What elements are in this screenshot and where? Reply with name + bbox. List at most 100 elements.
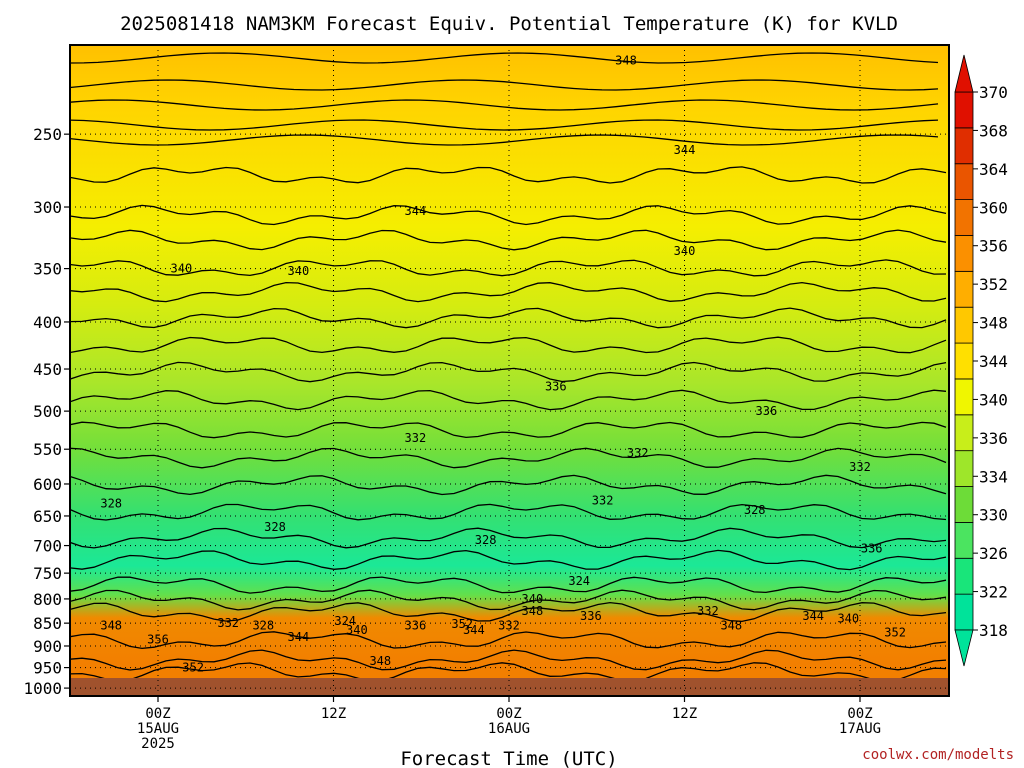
contour-label: 344 (674, 143, 696, 157)
contour-line (70, 99, 939, 111)
colorbar-swatch (954, 127, 974, 165)
contour-line (70, 134, 939, 146)
y-tick-label: 850 (33, 614, 62, 633)
colorbar-swatch (954, 163, 974, 201)
y-tick-label: 900 (33, 637, 62, 656)
contour-line (70, 527, 947, 549)
y-tick-label: 300 (33, 198, 62, 217)
contour-label: 356 (147, 632, 169, 646)
contour-line (70, 229, 947, 251)
colorbar-swatch (954, 557, 974, 595)
contour-line (70, 204, 947, 226)
contour-line (70, 166, 947, 184)
y-axis: 250 300 350 400 450 500 550 600 650 700 750 800 850 9… (23, 125, 70, 698)
contour-label: 332 (217, 616, 239, 630)
colorbar-swatch (954, 342, 974, 380)
y-tick-label: 750 (33, 564, 62, 583)
y-tick-label: 800 (33, 590, 62, 609)
colorbar-swatch (954, 593, 974, 631)
contour-label: 328 (252, 618, 274, 632)
contour-label: 328 (744, 503, 766, 517)
x-tick-label: 00Z (496, 706, 521, 722)
colorbar-label: 352 (979, 275, 1008, 294)
contour-line (70, 361, 947, 383)
contour-label: 332 (498, 618, 520, 632)
contour-label: 348 (100, 618, 122, 632)
contour-label: 336 (405, 618, 427, 632)
contour-label: 328 (100, 496, 122, 510)
colorbar: 318 322 326 330 334 336 340 344 348 352 356 360 364 3… (954, 54, 1008, 667)
colorbar-swatch (954, 235, 974, 272)
colorbar-label: 326 (979, 544, 1008, 563)
contour-label: 324 (568, 574, 590, 588)
contour-label: 352 (884, 625, 906, 639)
contour-label: 340 (346, 623, 368, 637)
colorbar-label: 336 (979, 429, 1008, 448)
y-tick-label: 950 (33, 659, 62, 678)
contour-label: 332 (849, 460, 871, 474)
contour-label: 328 (264, 520, 286, 534)
y-tick-label: 450 (33, 360, 62, 379)
contour-label: 340 (171, 262, 193, 276)
contour-line (70, 119, 939, 131)
contour-label: 332 (697, 604, 719, 618)
colorbar-label: 340 (979, 390, 1008, 409)
contour-line (70, 576, 947, 594)
contour-line (70, 421, 947, 439)
colorbar-label: 348 (979, 314, 1008, 333)
contour-label: 328 (475, 533, 497, 547)
colorbar-swatch (954, 306, 974, 344)
contour-label: 336 (756, 404, 778, 418)
contour-line (70, 631, 947, 650)
colorbar-label: 368 (979, 121, 1008, 140)
x-tick-label: 12Z (672, 706, 697, 722)
colorbar-label: 334 (979, 467, 1008, 486)
y-tick-label: 500 (33, 402, 62, 421)
y-tick-label: 400 (33, 313, 62, 332)
x-tick-label: 16AUG (488, 721, 530, 737)
contour-label: 332 (592, 493, 614, 507)
colorbar-swatch (954, 199, 974, 236)
y-tick-label: 350 (33, 260, 62, 279)
y-tick-label: 650 (33, 507, 62, 526)
contour-line (70, 649, 947, 671)
contour-line (70, 307, 947, 329)
contour-label: 344 (405, 204, 427, 218)
x-tick-label: 12Z (321, 706, 346, 722)
contour-line (70, 447, 947, 469)
colorbar-swatch (954, 522, 974, 559)
x-tick-label: 17AUG (839, 721, 881, 737)
contour-line (70, 662, 947, 683)
colorbar-swatch (954, 270, 974, 308)
contour-line (70, 336, 947, 354)
contour-label: 344 (802, 609, 824, 623)
contour-label: 340 (674, 244, 696, 258)
contour-label: 348 (522, 604, 544, 618)
colorbar-label: 344 (979, 352, 1008, 371)
contour-label: 344 (463, 623, 485, 637)
contour-label: 336 (545, 379, 567, 393)
colorbar-label: 364 (979, 160, 1008, 179)
contour-label: 340 (288, 264, 310, 278)
colorbar-swatch (954, 486, 974, 523)
contour-line (70, 389, 947, 411)
contour-label: 348 (720, 618, 742, 632)
colorbar-label: 360 (979, 198, 1008, 217)
colorbar-swatch (954, 91, 974, 129)
plot-area: 348 344 344 340 340 340 336 336 332 332 332 332 328 3… (69, 44, 950, 697)
y-tick-label: 600 (33, 475, 62, 494)
contour-label: 352 (182, 661, 204, 675)
contour-label: 344 (288, 630, 310, 644)
contour-line (70, 601, 947, 623)
credit-text: coolwx.com/modelts (862, 747, 1014, 763)
contour-label: 352 (451, 617, 473, 631)
colorbar-swatch (954, 450, 974, 487)
contour-label: 332 (405, 431, 427, 445)
contour-label: 340 (837, 611, 859, 625)
x-tick-label: 00Z (145, 706, 170, 722)
contour-line (70, 589, 947, 611)
contour-line (70, 52, 939, 64)
y-tick-label: 250 (33, 125, 62, 144)
